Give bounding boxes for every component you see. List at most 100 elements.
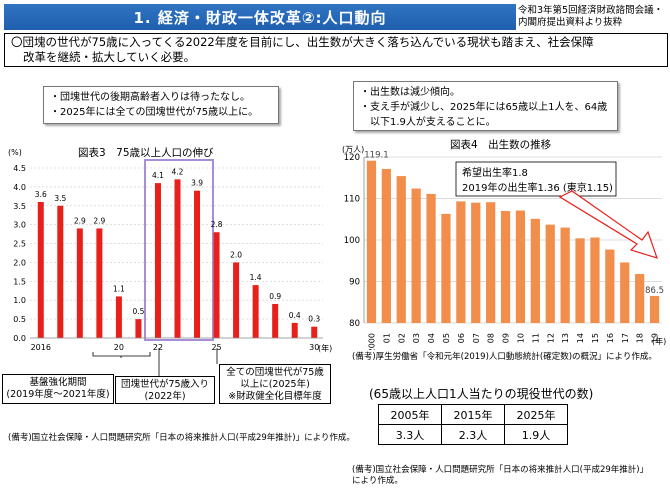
chart4-x-ticks: 2000 01 02 03 04 05 06 07 08 09 10 11 12 13 14 15 16 17 18… — [367, 333, 659, 350]
chart3-bar — [76, 228, 83, 338]
chart4-annot-line-2: 2019年の出生率1.36 (東京1.15) — [462, 181, 613, 194]
chart3-year-unit: (年) — [318, 343, 332, 353]
chart3-value-label: 4.1 — [152, 171, 164, 180]
chart3-title: 図表3 75歳以上人口の伸び — [78, 147, 214, 159]
chart3-y-tick: 1.0 — [13, 296, 26, 305]
callout-right-line-2: 以上に(2025年) — [240, 379, 310, 390]
chart3-value-label: 1.4 — [250, 273, 262, 282]
chart3-value-labels: 3.6 3.5 2.9 2.9 1.1 0.5 4.1 4.2 3.9 2.8 2.0 1.4 0.9 0… — [35, 167, 321, 323]
workers-header-2015: 2015年 — [441, 404, 505, 425]
workers-value-row: 3.3人 2.3人 1.9人 — [378, 424, 568, 445]
chart3-bar — [96, 228, 103, 338]
chart3-bar — [311, 326, 318, 338]
chart3-bar — [135, 319, 142, 338]
chart4: 119.1 86.5 80 90 100 110 120 2000 01 02 03 04 05 06… — [342, 145, 666, 350]
source-tag: 令和3年第5回経済財政諮問会議・ 内閣府提出資料より抜粋 — [518, 5, 668, 29]
chart3-y-tick: 4.0 — [13, 183, 26, 192]
workers-header-row: 2005年 2015年 2025年 — [378, 404, 568, 425]
workers-header-2005: 2005年 — [378, 404, 442, 425]
chart4-bar — [560, 227, 570, 323]
chart3-bars — [37, 179, 318, 338]
summary-line-2: 改革を継続・拡大していく必要。 — [23, 50, 196, 64]
left-note-line-1: ・団塊世代の後期高齢者入りは待ったなし。 — [50, 92, 250, 103]
chart4-bar — [500, 210, 511, 323]
workers-title: (65歳以上人口1人当たりの現役世代の数) — [369, 387, 594, 401]
chart4-unit: (万人) — [342, 145, 364, 154]
chart4-title: 図表4 出生数の推移 — [450, 139, 552, 151]
chart4-value-label: 119.1 — [364, 151, 388, 161]
chart3-bar — [37, 202, 44, 338]
chart4-bar — [590, 237, 600, 323]
chart4-y-tick: 120 — [344, 153, 360, 163]
chart3-value-label: 4.2 — [172, 167, 184, 176]
chart3-bar — [154, 183, 161, 338]
chart3-value-label: 3.9 — [191, 179, 203, 188]
chart3-bar — [194, 190, 201, 338]
chart4-x-tick: 18 — [636, 333, 645, 343]
chart4-x-tick: 04 — [427, 333, 436, 343]
callout-mid-line-1: 団塊世代が75歳入り — [120, 379, 210, 390]
right-note-line-2: ・支え手が減少し、2025年には65歳以上1人を、64歳 — [360, 102, 608, 113]
chart4-bars — [366, 160, 660, 323]
chart3-x-tick: 25 — [211, 343, 221, 352]
chart3-bar — [174, 179, 181, 338]
chart4-y-tick: 90 — [349, 278, 360, 288]
chart4-bar — [515, 210, 526, 323]
chart4-x-tick: 15 — [591, 333, 600, 343]
workers-header-2025: 2025年 — [504, 404, 568, 425]
chart4-x-tick: 2000 — [367, 333, 376, 350]
chart4-x-tick: 03 — [412, 333, 421, 343]
chart3-x-ticks: 2016 20 22 25 30 — [31, 343, 320, 352]
chart3-unit: (%) — [8, 148, 22, 157]
workers-table: 2005年 2015年 2025年 3.3人 2.3人 1.9人 — [378, 404, 568, 445]
chart4-bar — [411, 188, 421, 323]
chart3-y-tick: 0.0 — [13, 334, 26, 343]
callout-mid-line-2: (2022年) — [144, 391, 186, 402]
chart3-value-label: 2.9 — [93, 216, 105, 225]
workers-value-2025: 1.9人 — [504, 424, 568, 445]
chart3-highlight-frame — [144, 159, 214, 341]
chart4-value-label: 86.5 — [645, 286, 664, 296]
summary-line-1: 〇団塊の世代が75歳に入ってくる2022年度を目前にし、出生数が大きく落ち込んで… — [11, 35, 594, 49]
right-note-line-3: 以下1.9人が支えることに。 — [370, 117, 496, 128]
chart4-trend-arrow — [558, 190, 658, 259]
chart3-x-tick: 30 — [309, 343, 319, 352]
workers-value-2015: 2.3人 — [441, 424, 505, 445]
workers-footnote-line-1: (備考)国立社会保障・人口問題研究所「日本の将来推計人口(平成29年推計)」 — [352, 465, 649, 475]
chart3: 3.6 3.5 2.9 2.9 1.1 0.5 4.1 4.2 3.9 2.8 2.0 1.4 0.9 0… — [8, 148, 332, 358]
chart4-bar — [471, 202, 481, 323]
chart3-value-label: 0.4 — [289, 311, 301, 320]
chart4-x-tick: 05 — [442, 333, 451, 343]
chart4-bar — [381, 169, 391, 323]
chart4-x-tick: 17 — [621, 333, 630, 343]
chart4-x-tick: 09 — [502, 333, 511, 343]
chart3-bar — [213, 232, 220, 338]
chart4-bar — [456, 201, 466, 323]
chart3-value-label: 0.5 — [132, 307, 144, 316]
chart3-x-tick: 22 — [153, 343, 163, 352]
chart4-y-ticks: 80 90 100 110 120 — [344, 153, 360, 329]
chart3-callout-right: 全ての団塊世代が75歳 以上に(2025年) ※財政健全化目標年度 — [219, 364, 331, 404]
workers-value-2005: 3.3人 — [378, 424, 442, 445]
chart3-value-label: 2.9 — [74, 216, 86, 225]
chart4-bar — [366, 160, 377, 323]
workers-footnote-line-2: により作成。 — [352, 476, 403, 486]
source-line-2: 内閣府提出資料より抜粋 — [518, 17, 623, 28]
chart3-leaders — [158, 348, 218, 376]
chart4-bar — [426, 193, 436, 323]
chart4-bar — [530, 218, 540, 323]
chart4-x-tick: 02 — [397, 333, 406, 343]
chart4-bar — [649, 296, 660, 323]
chart4-x-tick: 01 — [382, 333, 391, 343]
summary-box: 〇団塊の世代が75歳に入ってくる2022年度を目前にし、出生数が大きく落ち込んで… — [4, 33, 668, 67]
chart3-bar — [57, 205, 64, 338]
chart3-callout-left: 基盤強化期間 (2019年度～2021年度) — [2, 374, 114, 404]
chart3-y-ticks: 0.0 0.5 1.0 1.5 2.0 2.5 3.0 3.5 4.0 4.5 — [13, 164, 26, 343]
chart4-y-tick: 100 — [344, 236, 360, 246]
callout-left-line-2: (2019年度～2021年度) — [6, 389, 110, 400]
chart3-value-label: 0.3 — [308, 315, 320, 324]
chart4-bar — [620, 262, 630, 323]
chart4-x-tick: 16 — [606, 333, 615, 343]
chart3-bar — [291, 322, 298, 338]
chart3-x-tick: 20 — [114, 343, 124, 352]
